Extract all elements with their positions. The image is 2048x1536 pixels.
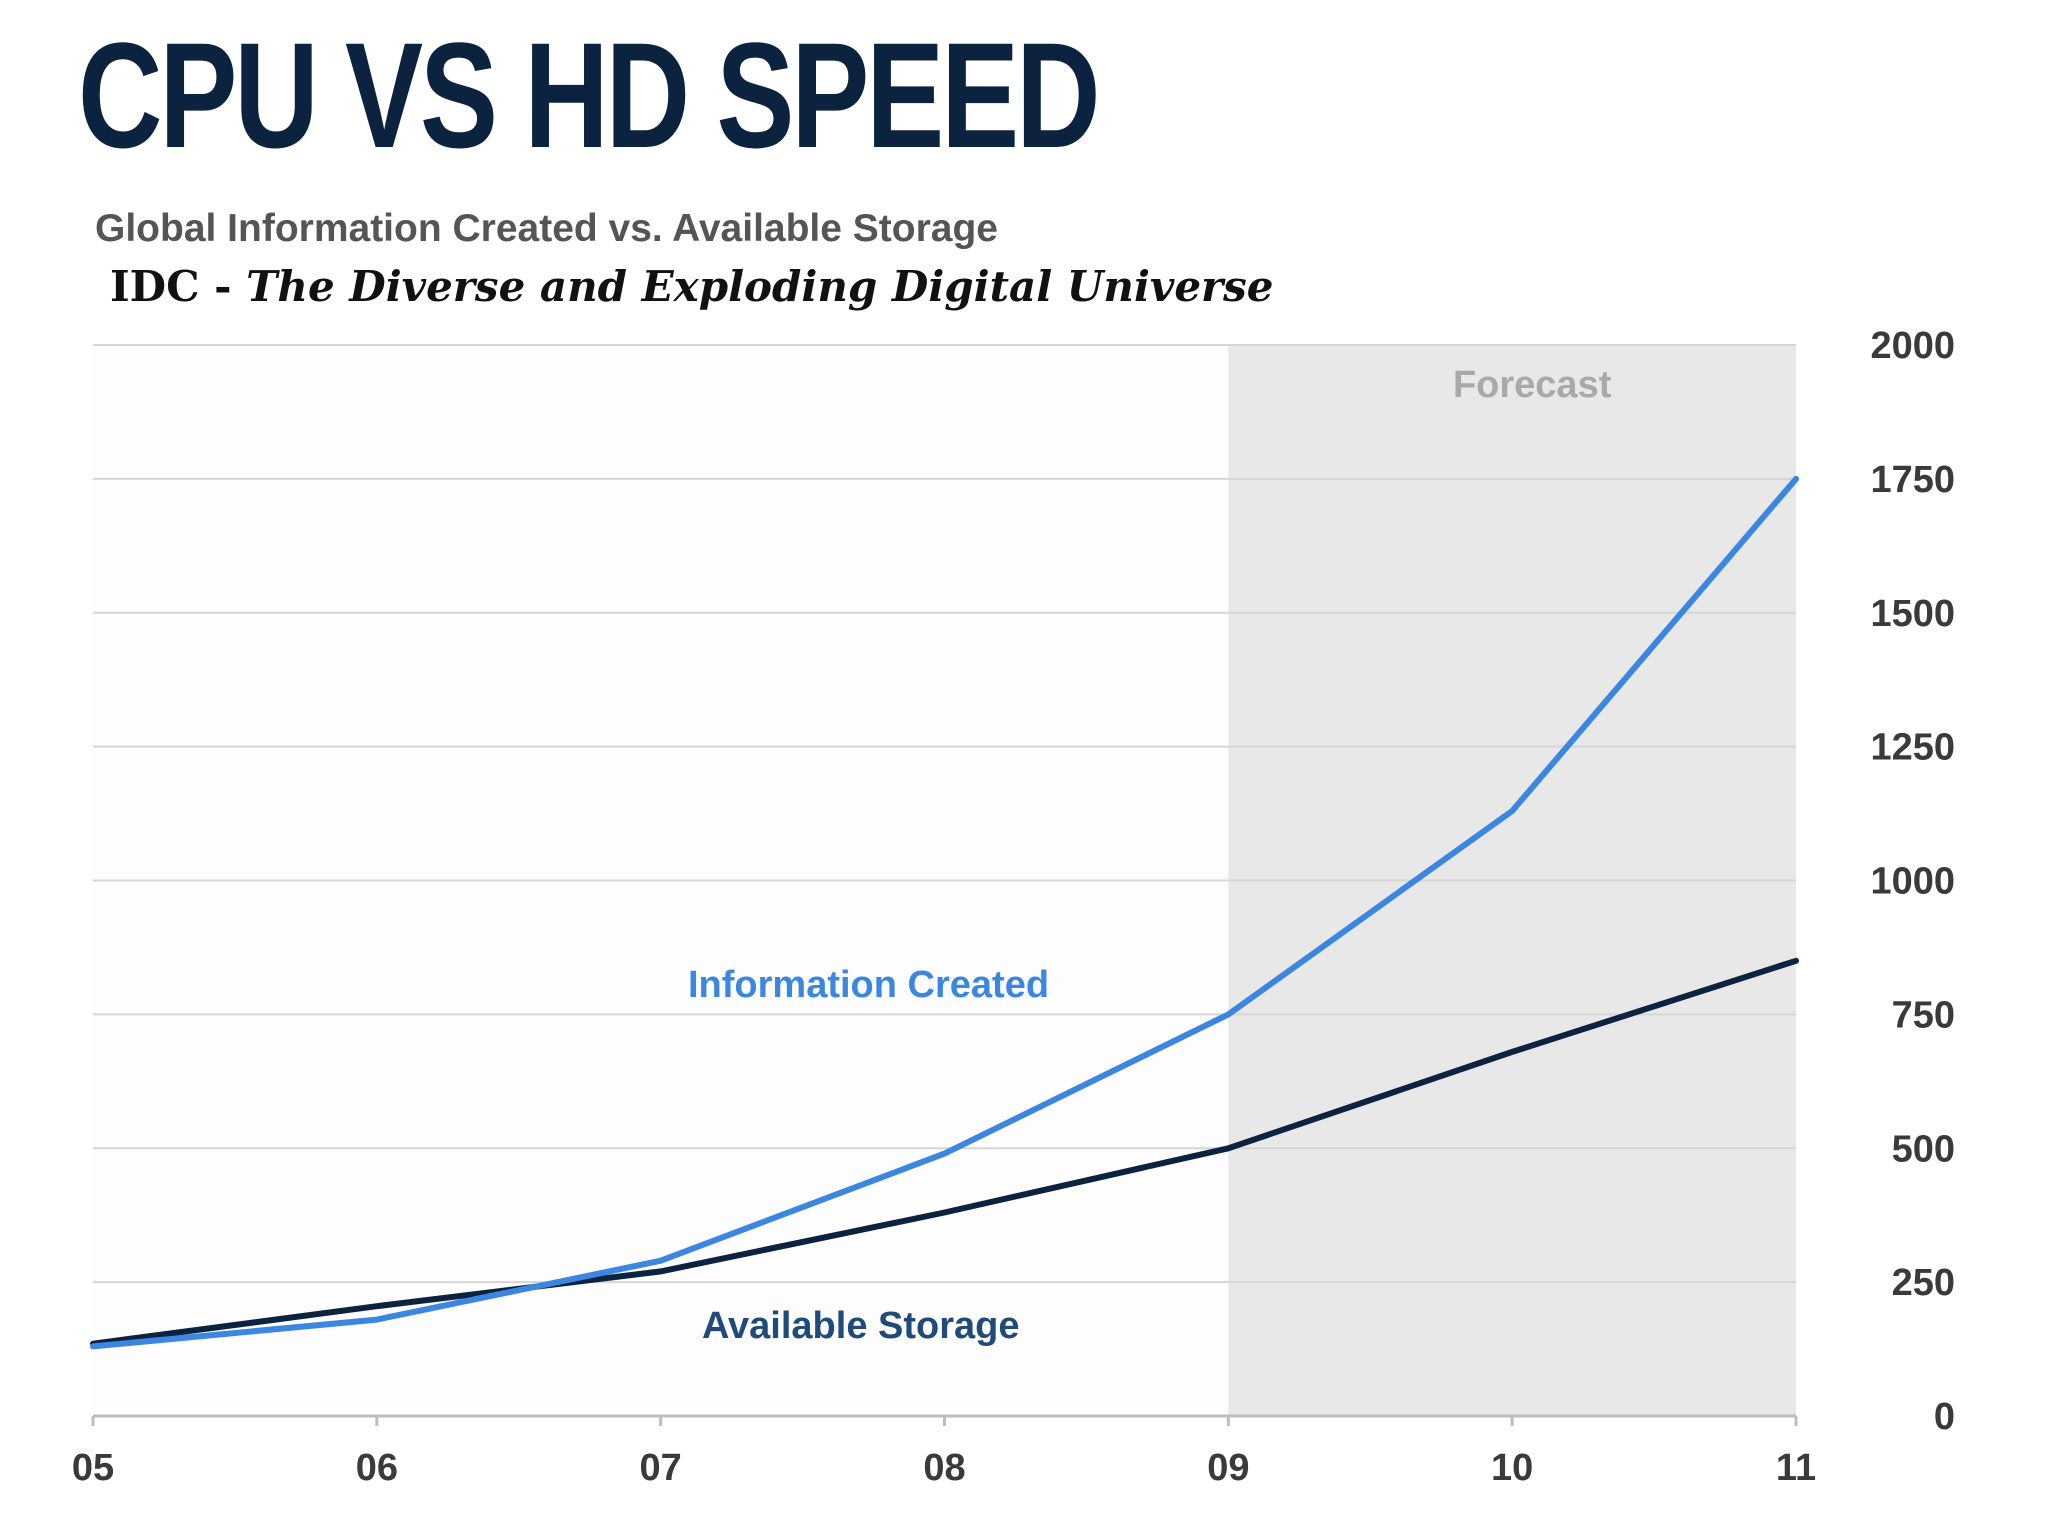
forecast-label: Forecast	[1453, 364, 1612, 406]
x-tick-label: 07	[640, 1447, 682, 1489]
slide-title: CPU VS HD SPEED	[78, 11, 1101, 179]
series-group	[90, 475, 1799, 1350]
y-tick-label: 2000	[1870, 325, 1955, 367]
x-tick-label: 08	[923, 1447, 965, 1489]
series-line-information-created	[90, 475, 1799, 1350]
chart-source: IDC - The Diverse and Exploding Digital …	[110, 262, 1274, 311]
chart-title: Global Information Created vs. Available…	[95, 207, 998, 250]
x-tick-label: 11	[1776, 1447, 1816, 1489]
series-label-information-created: Information Created	[688, 964, 1049, 1006]
y-tick-label: 1000	[1870, 861, 1955, 903]
x-tick-label: 09	[1207, 1447, 1249, 1489]
y-axis: 0 250 500 750 1000 1250 1500 1750 2000	[1870, 325, 1955, 1438]
y-tick-label: 250	[1892, 1262, 1955, 1304]
x-tick-label: 05	[72, 1447, 114, 1489]
x-axis: 05 06 07 08 09 10 11	[72, 1416, 1816, 1489]
y-tick-label: 1750	[1870, 459, 1955, 501]
source-title: The Diverse and Exploding Digital Univer…	[246, 262, 1274, 311]
y-tick-label: 1500	[1870, 593, 1955, 635]
x-tick-label: 10	[1491, 1447, 1533, 1489]
y-tick-label: 750	[1892, 994, 1955, 1036]
source-prefix: IDC -	[110, 262, 247, 311]
y-tick-label: 500	[1892, 1128, 1955, 1170]
series-label-available-storage: Available Storage	[702, 1305, 1020, 1347]
y-tick-label: 0	[1934, 1396, 1955, 1438]
x-tick-label: 06	[356, 1447, 398, 1489]
series-line-available-storage	[90, 957, 1799, 1347]
y-tick-label: 1250	[1870, 727, 1955, 769]
